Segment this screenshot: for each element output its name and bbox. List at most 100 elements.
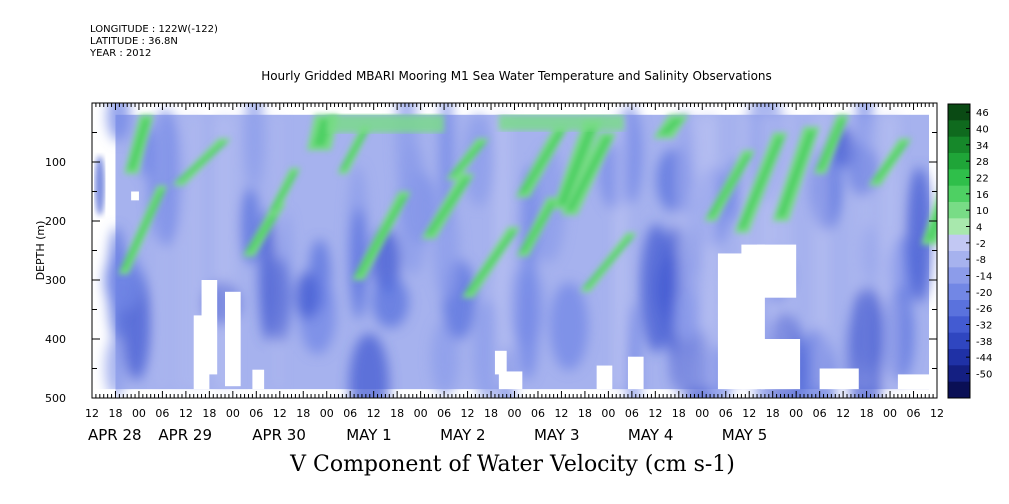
colorbar-label: -14 — [976, 272, 992, 283]
x-hour-label: 00 — [789, 407, 803, 420]
x-hour-label: 00 — [695, 407, 709, 420]
heat-cell — [244, 103, 265, 189]
heat-cell — [349, 333, 389, 398]
x-hour-label: 18 — [766, 407, 780, 420]
x-hour-label: 00 — [883, 407, 897, 420]
heat-cell — [519, 201, 557, 253]
heatmap-area — [92, 103, 1009, 398]
x-hour-label: 18 — [860, 407, 874, 420]
colorbar-frame — [947, 103, 971, 399]
heat-cell — [120, 189, 165, 271]
y-tick-label: 300 — [45, 274, 66, 287]
x-date-label: APR 29 — [158, 426, 212, 444]
heat-cell — [996, 131, 1009, 217]
missing-data — [494, 350, 507, 375]
heat-cell — [498, 114, 625, 131]
heat-cell — [737, 136, 785, 229]
x-hour-label: 12 — [367, 407, 381, 420]
heat-cell — [880, 114, 890, 390]
heat-cell — [448, 142, 487, 176]
missing-data — [897, 374, 937, 390]
missing-data — [627, 356, 644, 390]
colorbar-swatch — [948, 218, 970, 236]
heat-cell — [520, 164, 539, 296]
x-hour-label: 18 — [578, 407, 592, 420]
x-hour-label: 12 — [742, 407, 756, 420]
x-date-label: MAY 4 — [628, 426, 674, 444]
colorbar-label: -50 — [976, 370, 992, 381]
axes: 12 18 00 06 12 18 00 06 12 18 00 06 12 18 00 06 12 18 00 06… — [34, 102, 944, 444]
heat-cell — [694, 114, 701, 390]
x-date-label: APR 28 — [88, 426, 142, 444]
heat-cell — [160, 114, 164, 390]
y-tick-label: 500 — [45, 392, 66, 405]
colorbar-label: 10 — [976, 206, 989, 217]
heat-cell — [464, 230, 518, 294]
heat-cell — [245, 207, 283, 253]
x-hour-label: 06 — [343, 407, 357, 420]
x-hour-label: 06 — [907, 407, 921, 420]
heat-cell — [852, 114, 856, 390]
x-hour-label: 06 — [531, 407, 545, 420]
missing-data — [596, 365, 613, 390]
x-hour-label: 00 — [132, 407, 146, 420]
heat-cell — [178, 114, 183, 390]
x-hour-label: 12 — [85, 407, 99, 420]
colorbar-label: 22 — [976, 174, 989, 185]
x-hour-label: 12 — [554, 407, 568, 420]
heat-cell — [463, 114, 495, 207]
missing-data — [757, 244, 797, 298]
x-date-label: MAY 3 — [534, 426, 580, 444]
colorbar-swatch — [948, 234, 970, 252]
heat-cell — [776, 130, 816, 217]
heat-cell — [518, 130, 565, 194]
heat-cell — [658, 118, 684, 135]
missing-data — [201, 280, 218, 375]
x-hour-label: 06 — [437, 407, 451, 420]
chart-title: Hourly Gridded MBARI Mooring M1 Sea Wate… — [261, 69, 772, 83]
x-hour-label: 18 — [108, 407, 122, 420]
heat-cell — [813, 114, 818, 390]
y-tick-label: 400 — [45, 333, 66, 346]
x-hour-label: 06 — [813, 407, 827, 420]
heat-cell — [94, 155, 105, 216]
heat-cell — [820, 114, 828, 390]
heat-cell — [217, 114, 227, 390]
x-hour-label: 18 — [672, 407, 686, 420]
colorbar-swatch — [948, 316, 970, 334]
heat-cell — [326, 114, 445, 133]
x-hour-label: 06 — [719, 407, 733, 420]
heat-cell — [677, 114, 683, 390]
missing-data — [131, 191, 139, 201]
heat-cell — [258, 211, 278, 342]
missing-data — [252, 369, 265, 390]
y-tick-label: 200 — [45, 215, 66, 228]
x-date-label: MAY 5 — [722, 426, 768, 444]
heat-cell — [565, 136, 613, 212]
heat-cell — [883, 285, 914, 384]
colorbar-label: -2 — [976, 239, 986, 250]
colorbar-swatch — [948, 153, 970, 170]
x-hour-label: 12 — [930, 407, 944, 420]
colorbar-swatch — [948, 104, 970, 121]
colorbar-label: 16 — [976, 190, 989, 201]
heat-cell — [549, 282, 589, 371]
heat-cell — [105, 336, 126, 398]
year-label: YEAR : 2012 — [90, 48, 152, 59]
heat-cell — [700, 114, 705, 390]
colorbar-swatch — [948, 349, 970, 366]
heat-cell — [107, 103, 131, 142]
x-hour-label: 06 — [625, 407, 639, 420]
variable-title: V Component of Water Velocity (cm s-1) — [290, 452, 735, 477]
heat-cell — [640, 224, 673, 353]
x-hour-label: 12 — [648, 407, 662, 420]
heat-cell — [516, 264, 539, 381]
missing-data — [225, 291, 241, 387]
heat-cell — [276, 114, 280, 390]
heat-cell — [707, 154, 753, 217]
colorbar-swatch — [948, 136, 970, 154]
colorbar-label: 28 — [976, 157, 989, 168]
missing-data — [819, 368, 859, 390]
heat-cell — [431, 320, 459, 396]
heat-cell — [295, 271, 320, 320]
